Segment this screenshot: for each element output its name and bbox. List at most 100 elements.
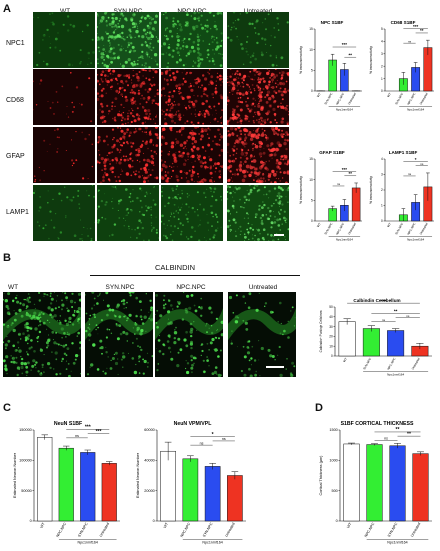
y-tick-label: 15: [309, 27, 313, 31]
panel-c-letter: C: [3, 402, 11, 414]
group-label: Npc1nmf164: [78, 541, 98, 545]
b-column-header-untreated: Untreated: [229, 284, 297, 291]
bar-4: [227, 476, 242, 522]
panel-b-letter: B: [3, 252, 11, 264]
bar-1: [339, 322, 355, 356]
significance-label: **: [407, 431, 411, 437]
chart-title: S1BF CORTICAL THICKNESS: [341, 421, 414, 427]
y-tick-label: 150000: [19, 428, 32, 432]
y-axis-label: Estimated Neuron Number: [13, 452, 17, 498]
x-tick-label: Untreated: [347, 92, 357, 106]
micrograph-lamp1-npc-npc: [161, 185, 223, 241]
y-tick-label: 0: [311, 89, 313, 93]
micrograph-lamp1-syn-npc: [97, 185, 159, 241]
y-tick-label: 0: [331, 354, 333, 358]
chart-title: CD68 S1BF: [391, 20, 416, 25]
y-tick-label: 0: [30, 519, 32, 523]
y-axis-label: Calbindin+ Purkinje Cells/mm: [319, 310, 323, 352]
micrograph-cd68-untreated: [227, 69, 289, 125]
row-label-gfap: GFAP: [6, 153, 25, 160]
y-tick-label: 0: [381, 89, 383, 93]
x-tick-label: Untreated: [419, 222, 429, 236]
y-tick-label: 0: [336, 519, 338, 523]
y-tick-label: 0: [153, 519, 155, 523]
x-tick-label: SYN.NPC: [387, 522, 399, 538]
calbindin-micrograph-npc-npc: [155, 292, 223, 377]
group-label: Npc1nmf164: [387, 373, 404, 377]
panel-d-letter: D: [315, 402, 323, 414]
x-tick-label: NPC.NPC: [56, 522, 68, 538]
significance-label: ***: [342, 42, 347, 47]
bar-2: [363, 329, 379, 356]
y-tick-label: 50000: [21, 489, 32, 493]
x-tick-label: NPC.NPC: [335, 221, 346, 235]
micrograph-cd68-syn-npc: [97, 69, 159, 125]
micrograph-gfap-npc-npc: [161, 127, 223, 183]
group-label: Npc1nmf164: [336, 108, 353, 112]
y-tick-label: 5: [311, 199, 313, 203]
micrograph-npc1-untreated: [227, 12, 289, 68]
bar-2: [183, 459, 198, 521]
y-tick-label: 2: [381, 64, 383, 68]
scale-bar-b: [266, 366, 284, 368]
bar-3: [205, 466, 220, 521]
y-tick-label: 15: [309, 157, 313, 161]
x-tick-label: WT: [386, 222, 392, 228]
x-tick-label: NPC.NPC: [364, 522, 376, 538]
calbindin-micrograph-untreated: [228, 292, 296, 377]
chart-title: LAMP1 S1BF: [389, 150, 418, 155]
row-label-lamp1: LAMP1: [6, 209, 29, 216]
bar-3: [387, 331, 403, 356]
group-label: Npc1nmf164: [336, 238, 353, 242]
y-tick-label: 4: [381, 157, 383, 161]
x-tick-label: SYN.NPC: [362, 356, 373, 370]
significance-label: ns: [222, 437, 226, 441]
significance-label: **: [394, 309, 398, 314]
row-label-npc1: NPC1: [6, 40, 25, 47]
x-tick-label: SYN.NPC: [394, 221, 405, 235]
b-column-header-npc-npc: NPC.NPC: [156, 284, 226, 291]
micrograph-npc1-wt: [33, 12, 95, 68]
significance-label: ns: [382, 318, 386, 322]
y-tick-label: 4: [381, 40, 383, 44]
chart-title: Calbindin Cerebellum: [353, 298, 400, 303]
y-tick-label: 3: [381, 173, 383, 177]
bar-4: [352, 188, 360, 221]
x-tick-label: WT: [39, 521, 46, 529]
y-tick-label: 40: [329, 315, 333, 319]
x-tick-label: WT: [316, 222, 322, 228]
x-tick-label: SYN.NPC: [202, 522, 214, 538]
micrograph-cd68-wt: [33, 69, 95, 125]
significance-label: ns: [420, 162, 424, 166]
y-tick-label: 2: [381, 188, 383, 192]
bar-2: [367, 445, 383, 521]
x-tick-label: NPC.NPC: [386, 356, 397, 370]
group-label: Npc1nmf164: [407, 238, 424, 242]
y-tick-label: 30: [329, 325, 333, 329]
y-axis-label: % immunoreactivity: [299, 46, 303, 74]
x-tick-label: Untreated: [347, 222, 357, 236]
y-axis-label: Estimated Neuron Number: [136, 452, 140, 498]
micrograph-lamp1-wt: [33, 185, 95, 241]
x-tick-label: NPC.NPC: [406, 91, 417, 105]
chart-title: NPC S1BF: [321, 20, 344, 25]
significance-label: ns: [408, 39, 412, 43]
x-tick-label: SYN.NPC: [394, 91, 405, 105]
calbindin-heading: CALBINDIN: [60, 263, 290, 272]
x-tick-label: NPC.NPC: [180, 522, 192, 538]
significance-label: **: [349, 52, 353, 57]
row-label-cd68: CD68: [6, 97, 24, 104]
y-tick-label: 100000: [19, 459, 32, 463]
significance-label: ns: [406, 314, 410, 318]
y-tick-label: 50: [329, 305, 333, 309]
y-tick-label: 10: [329, 344, 333, 348]
significance-label: **: [396, 427, 400, 433]
y-tick-label: 60000: [144, 428, 155, 432]
significance-label: ns: [408, 172, 412, 176]
significance-label: ***: [85, 425, 91, 431]
calbindin-micrograph-syn-npc: [85, 292, 153, 377]
